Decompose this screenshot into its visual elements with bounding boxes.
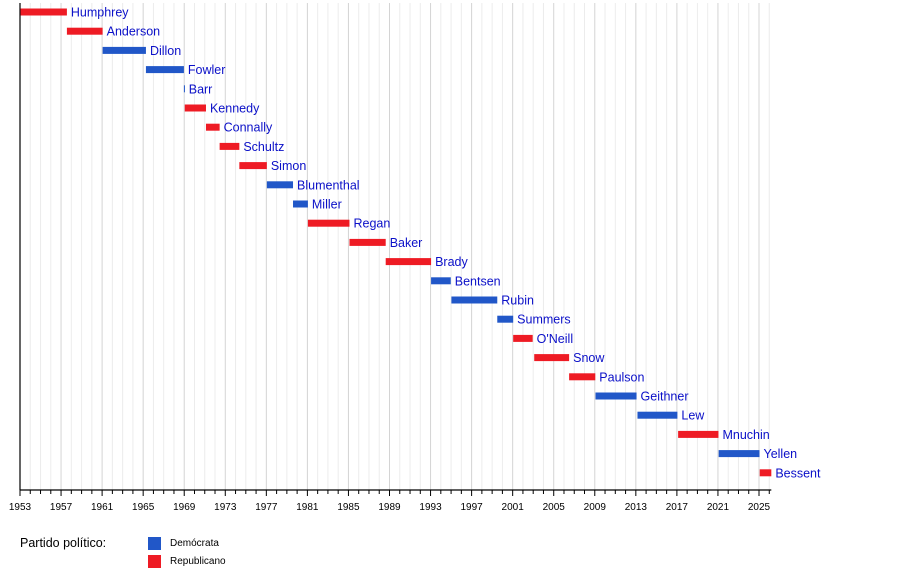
- x-tick-label: 2025: [748, 502, 771, 513]
- secretary-label: Fowler: [188, 63, 226, 77]
- term-bar-brady: [385, 258, 432, 266]
- secretary-label: Simon: [271, 159, 306, 173]
- term-bar-schultz: [219, 142, 240, 150]
- x-tick-label: 1969: [173, 502, 196, 513]
- term-bar-regan: [307, 219, 350, 227]
- x-tick-label: 1977: [255, 502, 278, 513]
- secretary-label: O'Neill: [537, 332, 573, 346]
- x-tick-label: 2005: [543, 502, 566, 513]
- x-tick-label: 1957: [50, 502, 73, 513]
- term-bar-anderson: [66, 27, 103, 35]
- legend-label-democrata: Demócrata: [170, 538, 219, 549]
- term-bar-summers: [497, 315, 514, 323]
- secretary-label: Anderson: [107, 25, 161, 39]
- term-bar-fowler: [145, 66, 184, 74]
- secretary-label: Summers: [517, 313, 570, 327]
- secretary-label: Dillon: [150, 44, 181, 58]
- legend-title: Partido político:: [20, 536, 107, 550]
- term-bar-humphrey: [20, 8, 67, 16]
- secretary-label: Mnuchin: [722, 428, 769, 442]
- term-bar-bentsen: [431, 277, 451, 285]
- secretary-label: Blumenthal: [297, 178, 360, 192]
- x-tick-label: 1981: [296, 502, 319, 513]
- secretary-label: Paulson: [599, 370, 644, 384]
- x-tick-label: 2001: [502, 502, 525, 513]
- x-tick-label: 1993: [419, 502, 442, 513]
- x-tick-label: 1961: [91, 502, 114, 513]
- x-tick-label: 1953: [9, 502, 32, 513]
- term-bar-baker: [349, 238, 386, 246]
- term-bar-blumenthal: [266, 181, 294, 189]
- secretary-label: Miller: [312, 198, 342, 212]
- legend-swatch-democrata: [148, 537, 161, 550]
- secretary-label: Lew: [681, 409, 705, 423]
- term-bar-bessent: [759, 469, 772, 477]
- secretary-label: Rubin: [501, 294, 534, 308]
- term-bar-oneill: [513, 334, 533, 342]
- timeline-chart: 1953 1957 1961 1965 1969 1973 1977 1981 1985 1989…: [9, 3, 821, 513]
- term-bar-dillon: [102, 46, 146, 54]
- x-tick-label: 2009: [584, 502, 607, 513]
- secretary-label: Bessent: [775, 466, 821, 480]
- secretary-label: Baker: [390, 236, 423, 250]
- secretary-label: Barr: [189, 82, 213, 96]
- secretary-label: Regan: [353, 217, 390, 231]
- secretary-label: Snow: [573, 351, 605, 365]
- secretary-label: Kennedy: [210, 102, 260, 116]
- secretary-label: Yellen: [764, 447, 798, 461]
- x-tick-label: 1989: [378, 502, 401, 513]
- term-bar-lew: [637, 411, 678, 419]
- term-bar-barr: [183, 85, 185, 93]
- term-bar-snow: [534, 354, 570, 362]
- legend-swatch-republicano: [148, 555, 161, 568]
- x-tick-label: 2013: [625, 502, 648, 513]
- legend-label-republicano: Republicano: [170, 556, 226, 567]
- term-bar-rubin: [451, 296, 498, 304]
- secretary-label: Connally: [224, 121, 273, 135]
- term-bar-mnuchin: [678, 430, 719, 438]
- x-tick-label: 1985: [337, 502, 360, 513]
- secretary-label: Humphrey: [71, 6, 129, 20]
- x-tick-label: 1973: [214, 502, 237, 513]
- secretary-label: Schultz: [243, 140, 284, 154]
- secretary-label: Brady: [435, 255, 468, 269]
- secretary-label: Bentsen: [455, 274, 501, 288]
- legend-item-democrata: Demócrata: [148, 537, 219, 550]
- x-tick-label: 2021: [707, 502, 730, 513]
- x-tick-label: 2017: [666, 502, 689, 513]
- term-bar-yellen: [718, 450, 760, 458]
- legend-item-republicano: Republicano: [148, 555, 226, 568]
- term-bar-simon: [239, 162, 267, 170]
- term-bar-connally: [205, 123, 220, 131]
- term-bar-paulson: [569, 373, 596, 381]
- term-bar-miller: [293, 200, 308, 208]
- x-tick-label: 1997: [460, 502, 483, 513]
- term-bar-geithner: [595, 392, 637, 400]
- term-bar-kennedy: [184, 104, 206, 112]
- secretary-label: Geithner: [641, 390, 689, 404]
- x-tick-label: 1965: [132, 502, 155, 513]
